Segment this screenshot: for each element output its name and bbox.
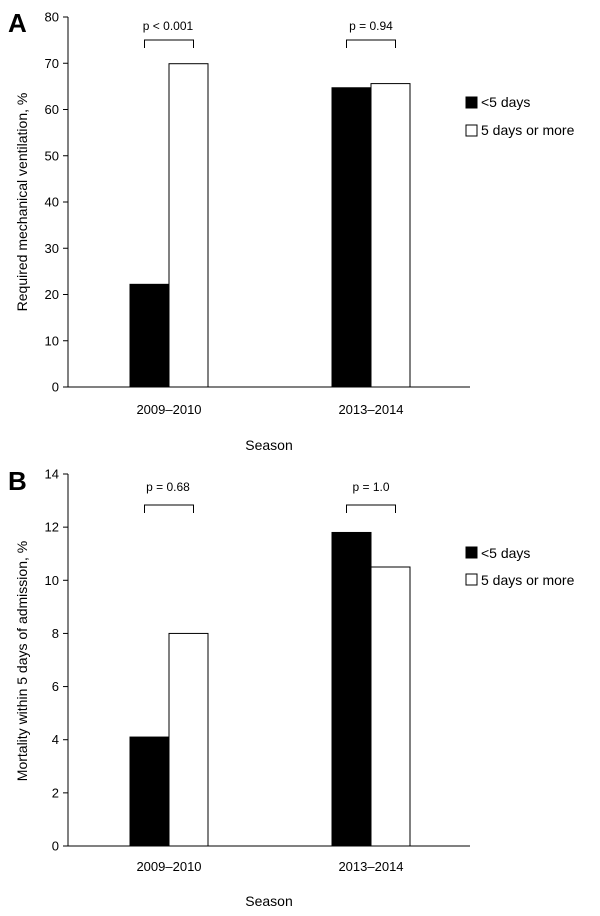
y-axis-title-a: Required mechanical ventilation, % (14, 93, 30, 312)
legend-swatch-b-1 (465, 573, 478, 586)
bar-b-s0-c0 (129, 736, 170, 847)
x-axis-title-b: Season (245, 893, 292, 909)
y-tick-label-b-5: 10 (45, 573, 59, 588)
bar-a-s1-c1 (370, 83, 411, 388)
y-tick-label-a-0: 0 (52, 380, 59, 395)
x-axis-title-a: Season (245, 437, 292, 453)
legend-swatch-b-0 (465, 546, 478, 559)
panel-b-marks: 0 2 4 6 8 10 12 14 2009–2010 2013–2014 (45, 467, 478, 874)
y-tick-label-a-3: 30 (45, 241, 59, 256)
legend-label-a-0: <5 days (481, 94, 530, 110)
legend-swatch-a-0 (465, 96, 478, 109)
y-tick-label-b-2: 4 (52, 732, 59, 747)
p-value-b-1: p = 1.0 (352, 480, 389, 494)
y-tick-label-a-5: 50 (45, 148, 59, 163)
x-tick-label-a-1: 2013–2014 (338, 402, 403, 417)
panel-b: B Mortality within 5 days of admission, … (8, 466, 575, 909)
bar-b-s1-c0 (168, 632, 209, 847)
panel-a-marks: 0 10 20 30 40 50 60 70 80 2009–2010 2013–2014 (45, 10, 478, 417)
bar-a-s0-c1 (331, 87, 372, 388)
y-tick-label-b-1: 2 (52, 785, 59, 800)
legend-label-b-1: 5 days or more (481, 572, 575, 588)
legend-label-b-0: <5 days (481, 545, 530, 561)
y-tick-label-a-4: 40 (45, 195, 59, 210)
p-value-b-0: p = 0.68 (146, 480, 190, 494)
y-tick-label-b-7: 14 (45, 467, 59, 482)
y-tick-label-a-8: 80 (45, 10, 59, 25)
bar-b-s0-c1 (331, 531, 372, 847)
significance-bracket-a-1 (346, 39, 396, 48)
p-value-a-0: p < 0.001 (143, 19, 194, 33)
legend-swatch-a-1 (465, 124, 478, 137)
panel-letter-b: B (8, 466, 27, 496)
p-value-a-1: p = 0.94 (349, 19, 393, 33)
y-axis-title-b: Mortality within 5 days of admission, % (14, 541, 30, 781)
panel-letter-a: A (8, 8, 27, 38)
y-tick-label-a-7: 70 (45, 56, 59, 71)
y-tick-label-b-6: 12 (45, 520, 59, 535)
y-tick-label-b-0: 0 (52, 839, 59, 854)
bar-a-s1-c0 (168, 63, 209, 388)
bar-a-s0-c0 (129, 283, 170, 388)
x-tick-label-b-1: 2013–2014 (338, 859, 403, 874)
panel-a: A Required mechanical ventilation, % Sea… (8, 8, 575, 453)
x-tick-label-a-0: 2009–2010 (136, 402, 201, 417)
x-tick-label-b-0: 2009–2010 (136, 859, 201, 874)
legend-label-a-1: 5 days or more (481, 122, 575, 138)
y-tick-label-b-4: 8 (52, 626, 59, 641)
significance-bracket-b-0 (144, 504, 194, 513)
bar-b-s1-c1 (370, 566, 411, 847)
y-tick-label-a-2: 20 (45, 287, 59, 302)
y-tick-label-a-6: 60 (45, 102, 59, 117)
significance-bracket-a-0 (144, 39, 194, 48)
y-tick-label-b-3: 6 (52, 679, 59, 694)
y-tick-label-a-1: 10 (45, 333, 59, 348)
significance-bracket-b-1 (346, 504, 396, 513)
